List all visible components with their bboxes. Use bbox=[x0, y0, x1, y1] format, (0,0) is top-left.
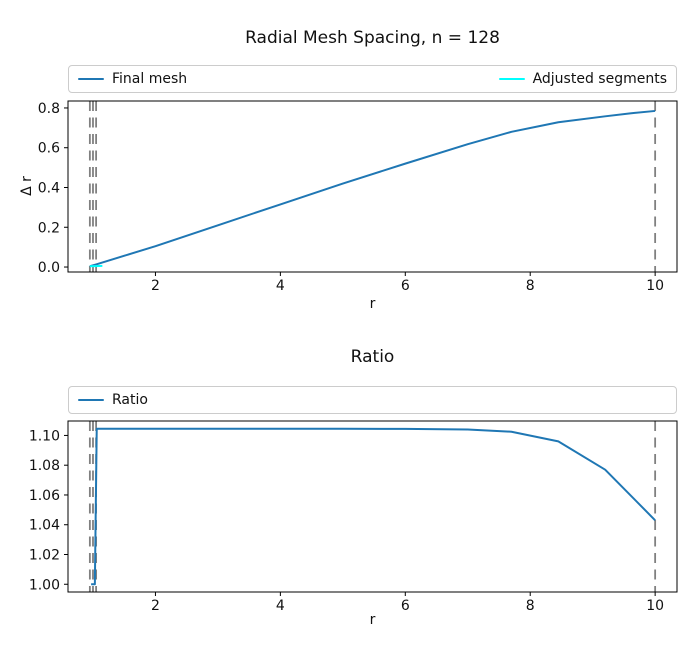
y-tick-label: 1.00 bbox=[29, 577, 60, 593]
final-mesh-line-icon bbox=[78, 77, 104, 81]
chart-1: 2 4 6 8 10 1.00 1.02 1.04 1.06 1.08 1.10 bbox=[29, 420, 678, 614]
x-tick-label: 4 bbox=[276, 278, 285, 294]
y-tick-label: 1.08 bbox=[29, 458, 60, 474]
x-tick-label: 6 bbox=[401, 598, 410, 614]
y-tick-label: 0.8 bbox=[38, 101, 60, 117]
plot-area-0 bbox=[88, 101, 657, 272]
plot-area-1 bbox=[88, 421, 657, 592]
spacing-x-axis-label: r bbox=[369, 296, 376, 312]
x-tick-label: 2 bbox=[151, 278, 160, 294]
series-line-0 bbox=[91, 427, 656, 586]
ratio-chart-title: Ratio bbox=[350, 347, 395, 367]
y-tick-label: 1.10 bbox=[29, 428, 60, 444]
x-tick-label: 2 bbox=[151, 598, 160, 614]
chart-0: 2 4 6 8 10 0.0 0.2 0.4 0.6 0.8 bbox=[38, 100, 678, 294]
spacing-chart-title: Radial Mesh Spacing, n = 128 bbox=[245, 28, 500, 48]
y-tick-label: 0.6 bbox=[38, 141, 60, 157]
y-tick-label: 0.4 bbox=[38, 180, 60, 196]
legend-item-final-mesh: Final mesh bbox=[78, 71, 187, 87]
x-tick-label: 10 bbox=[646, 598, 664, 614]
y-tick-label: 1.04 bbox=[29, 518, 60, 534]
ratio-line-icon bbox=[78, 398, 104, 402]
legend-item-adjusted-segments: Adjusted segments bbox=[498, 71, 667, 87]
series-line-0 bbox=[89, 109, 656, 268]
x-tick-label: 8 bbox=[526, 598, 535, 614]
axes-frame bbox=[67, 420, 678, 593]
y-tick-label: 1.02 bbox=[29, 547, 60, 563]
x-tick-label: 6 bbox=[401, 278, 410, 294]
ratio-legend: Ratio bbox=[68, 386, 677, 414]
x-tick-label: 10 bbox=[646, 278, 664, 294]
spacing-legend: Final mesh Adjusted segments bbox=[68, 65, 677, 93]
legend-label-final-mesh: Final mesh bbox=[112, 71, 188, 87]
ratio-x-axis-label: r bbox=[369, 612, 376, 628]
x-tick-label: 8 bbox=[526, 278, 535, 294]
y-tick-label: 1.06 bbox=[29, 488, 60, 504]
y-tick-label: 0.2 bbox=[38, 220, 60, 236]
adjusted-segments-line-icon bbox=[498, 77, 525, 81]
legend-label-adjusted-segments: Adjusted segments bbox=[532, 71, 667, 87]
axes-frame bbox=[67, 100, 678, 273]
x-tick-label: 4 bbox=[276, 598, 285, 614]
legend-label-ratio: Ratio bbox=[112, 392, 148, 408]
legend-item-ratio: Ratio bbox=[78, 392, 148, 408]
y-tick-label: 0.0 bbox=[38, 260, 60, 276]
